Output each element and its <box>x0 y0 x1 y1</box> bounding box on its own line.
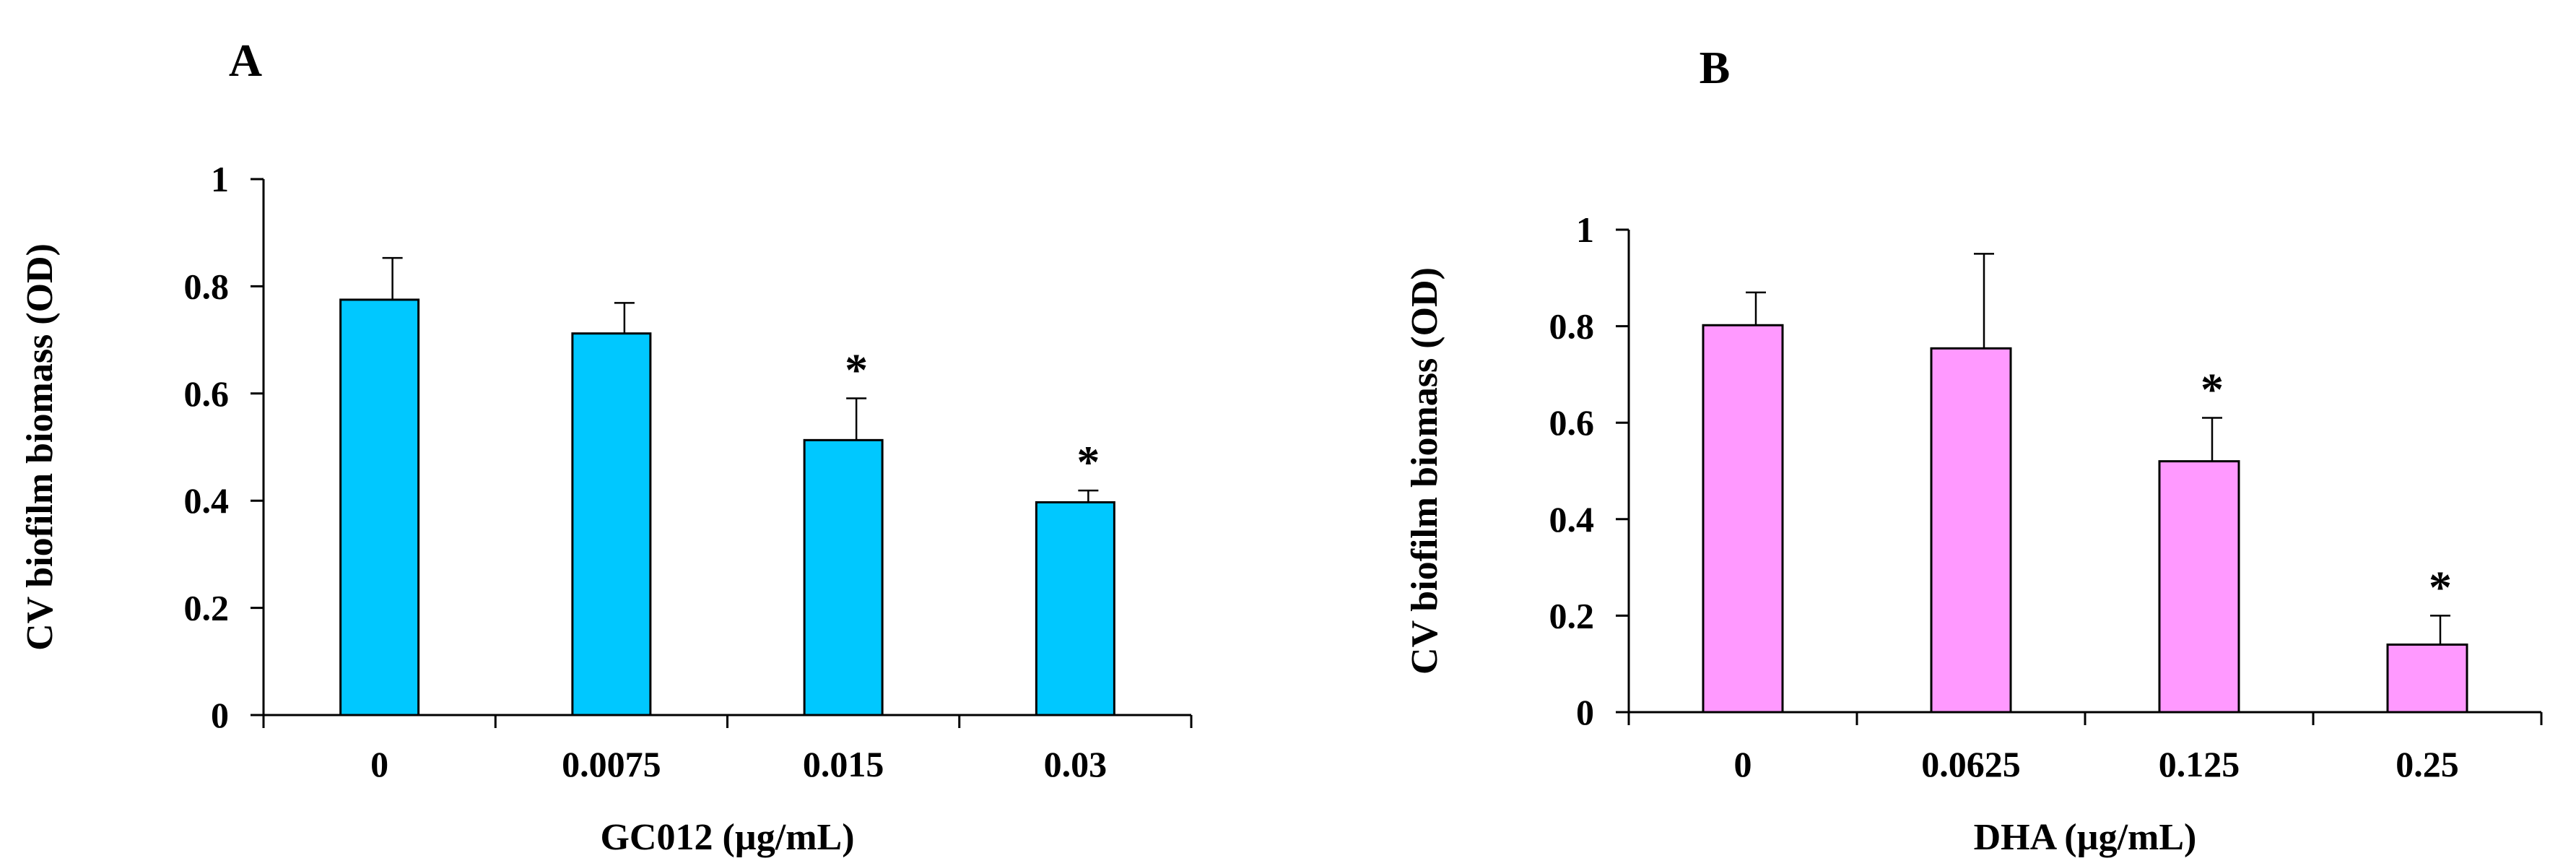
y-tick-label: 0.2 <box>1549 595 1595 636</box>
bar <box>1035 501 1115 716</box>
y-tick-label: 0.2 <box>184 588 230 628</box>
y-tick-label: 0.4 <box>1549 499 1595 540</box>
panel-label: B <box>1700 42 1731 93</box>
significance-marker: * <box>2429 561 2452 612</box>
x-tick-label: 0 <box>370 744 388 784</box>
x-axis-title: DHA (µg/mL) <box>1974 817 2197 858</box>
bar <box>1930 347 2012 714</box>
x-tick-label: 0.25 <box>2396 744 2459 784</box>
y-axis-title: CV biofilm biomass (OD) <box>19 243 61 651</box>
bar <box>571 332 652 716</box>
chart-panel-a: A 0 0.2 0.4 0.6 0.8 1 0 0.0075 * 0.015 * 0.03 GC012 (… <box>19 35 1193 858</box>
bar <box>803 438 884 716</box>
y-tick-label: 0 <box>1576 692 1594 732</box>
significance-marker: * <box>845 344 868 395</box>
significance-marker: * <box>1076 436 1100 488</box>
panel-label: A <box>229 35 262 86</box>
y-tick-label: 0.8 <box>1549 306 1595 347</box>
chart-panel-b: B 0 0.2 0.4 0.6 0.8 1 0 0.0625 * 0.125 * 0.25 DHA (µg… <box>1404 42 2543 858</box>
y-axis-title: CV biofilm biomass (OD) <box>1404 267 1445 675</box>
x-tick-label: 0.03 <box>1044 744 1108 784</box>
x-tick-label: 0.125 <box>2159 744 2240 784</box>
x-tick-label: 0.0625 <box>1921 744 2021 784</box>
bar <box>339 298 420 716</box>
bar <box>2386 643 2468 714</box>
significance-marker: * <box>2201 364 2224 415</box>
y-tick-label: 0.8 <box>184 266 230 306</box>
bar <box>1702 324 1784 714</box>
x-axis-title: GC012 (µg/mL) <box>600 817 854 858</box>
x-tick-label: 0 <box>1734 744 1752 784</box>
y-tick-label: 0.4 <box>184 480 230 521</box>
y-tick-label: 1 <box>1576 209 1594 250</box>
bar <box>2158 460 2240 714</box>
y-tick-label: 0 <box>211 695 229 735</box>
x-tick-label: 0.0075 <box>562 744 661 784</box>
y-tick-label: 0.6 <box>1549 402 1595 443</box>
x-tick-label: 0.015 <box>803 744 884 784</box>
y-tick-label: 0.6 <box>184 373 230 414</box>
y-tick-label: 1 <box>211 159 229 199</box>
